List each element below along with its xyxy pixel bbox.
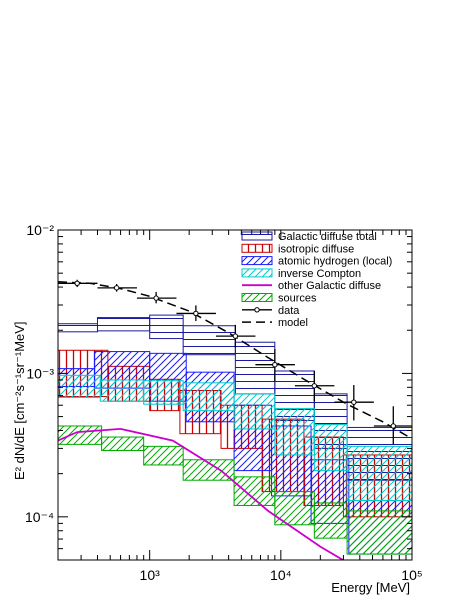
legend-entry: Galactic diffuse total — [241, 231, 377, 243]
legend-label: Galactic diffuse total — [278, 231, 377, 243]
band-inverse-compton-2 — [143, 380, 184, 405]
band-inverse-compton-0 — [58, 374, 101, 398]
legend-entry: atomic hydrogen (local) — [241, 256, 392, 268]
data-point — [58, 279, 98, 288]
data-point — [373, 406, 412, 445]
band-galactic-diffuse-total-1 — [96, 317, 151, 332]
line-other-galactic-diffuse — [58, 427, 345, 560]
legend-label: sources — [278, 293, 317, 305]
legend-label: data — [278, 305, 300, 317]
band-sources-4 — [233, 476, 276, 506]
x-tick-label: 10⁴ — [270, 567, 292, 583]
y-tick-label: 10⁻⁴ — [25, 509, 54, 525]
band-sources-0 — [58, 425, 103, 445]
band-inverse-compton-4 — [233, 393, 276, 430]
band-sources-3 — [182, 459, 235, 481]
axes: 10³ 10⁴ 10⁵ 10⁻² 10⁻³ 10⁻⁴ — [25, 222, 423, 583]
y-tick-label: 10⁻² — [26, 222, 54, 238]
x-tick-label: 10³ — [140, 567, 161, 583]
data-point — [255, 348, 295, 382]
y-tick-label: 10⁻³ — [26, 365, 54, 381]
band-inverse-compton-1 — [99, 379, 145, 402]
data-point — [215, 324, 256, 348]
x-axis-title: Energy [MeV] — [331, 580, 410, 595]
data-point — [176, 305, 216, 321]
band-galactic-diffuse-total-2 — [149, 314, 184, 340]
legend-label: inverse Compton — [278, 268, 361, 280]
y-axis-title: E² dN/dE [cm⁻²s⁻¹sr⁻¹MeV] — [12, 321, 27, 480]
band-galactic-diffuse-total-4 — [234, 341, 276, 395]
legend-label: model — [278, 317, 308, 329]
band-sources-6 — [313, 502, 348, 539]
band-inverse-compton-7 — [346, 445, 412, 501]
data-point — [136, 291, 177, 304]
band-inverse-compton-5 — [274, 407, 315, 456]
plot-frame — [57, 229, 413, 561]
data-point — [334, 385, 374, 421]
legend-entry: other Galactic diffuse — [242, 280, 381, 292]
band-sources-2 — [143, 445, 184, 466]
legend-label: isotropic diffuse — [278, 243, 354, 255]
band-galactic-diffuse-total-0 — [58, 323, 98, 333]
data-point — [97, 284, 137, 292]
chart-bands — [58, 314, 412, 555]
legend-entry: model — [242, 317, 308, 329]
band-sources-1 — [101, 436, 145, 452]
legend-entry: isotropic diffuse — [241, 243, 354, 255]
chart-data-points — [58, 279, 412, 445]
band-galactic-diffuse-total-3 — [182, 325, 236, 356]
x-tick-label: 10⁵ — [401, 567, 422, 583]
legend-entry: sources — [241, 293, 317, 305]
data-point — [294, 370, 335, 402]
chart-lines — [58, 281, 412, 560]
band-inverse-compton-6 — [313, 424, 348, 472]
legend-label: atomic hydrogen (local) — [278, 256, 392, 268]
band-sources-7 — [346, 510, 412, 555]
legend-entry: data — [242, 305, 300, 317]
band-inverse-compton-3 — [182, 382, 235, 412]
legend-entry: inverse Compton — [241, 268, 361, 280]
legend-label: other Galactic diffuse — [278, 280, 381, 292]
